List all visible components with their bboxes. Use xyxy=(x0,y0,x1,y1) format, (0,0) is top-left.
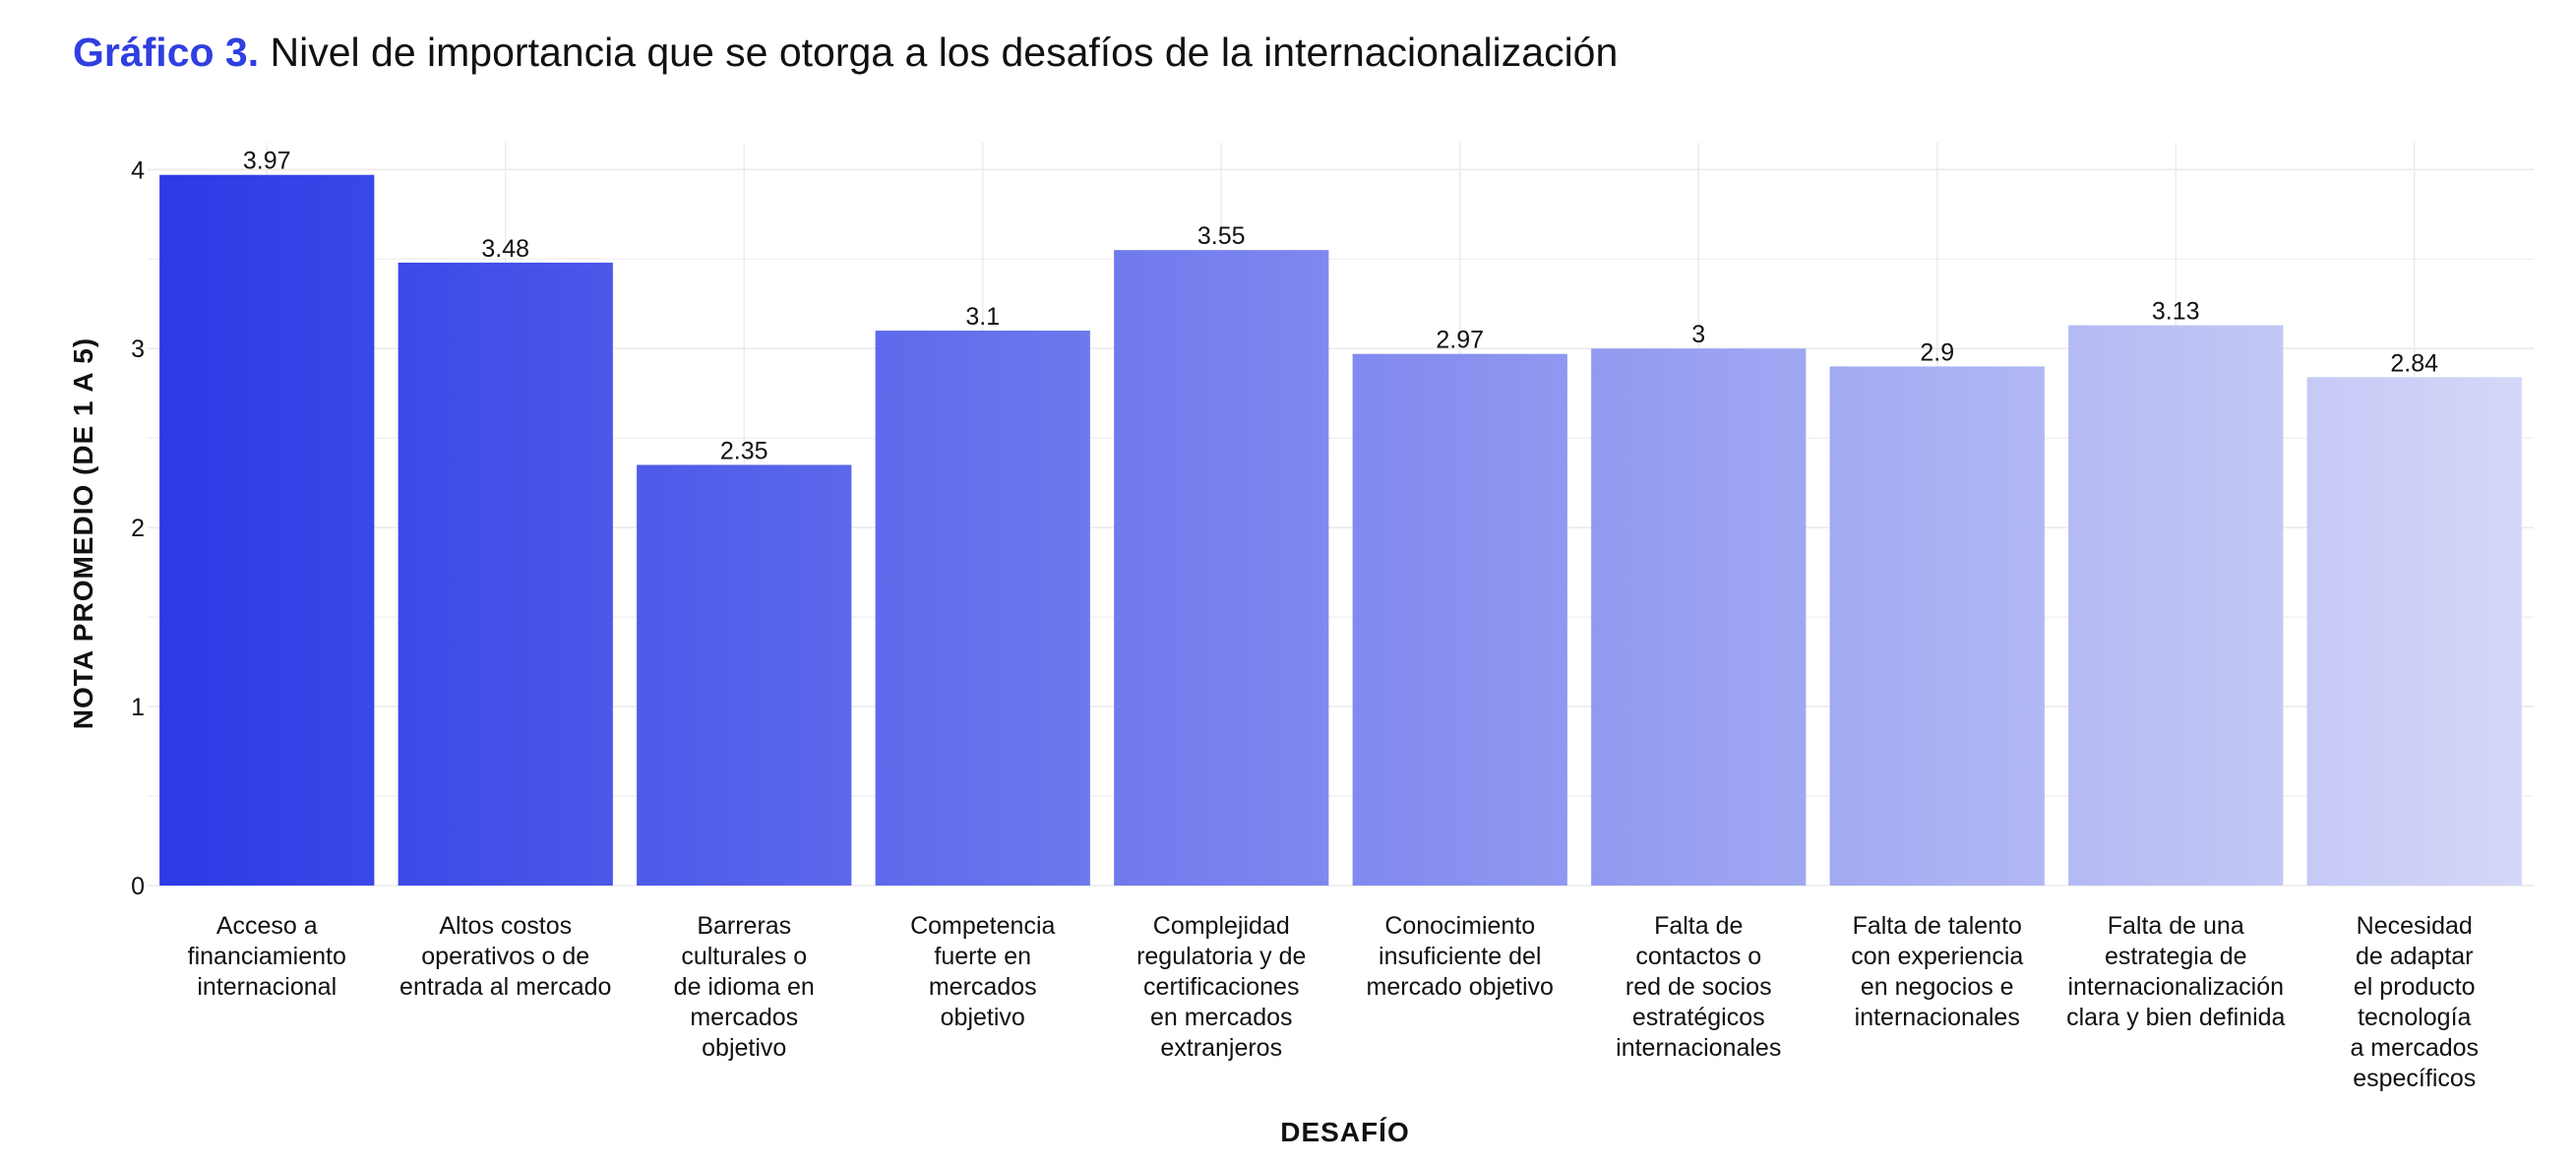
x-tick-label: Falta de contactos o red de socios estratég… xyxy=(1616,912,1781,1062)
bar xyxy=(637,464,852,886)
x-tick-label: Acceso a financiamiento internacional xyxy=(188,912,346,1001)
x-tick-label: Complejidad regulatoria y de certificacion… xyxy=(1136,912,1306,1062)
bar xyxy=(1114,250,1329,887)
y-tick-label: 3 xyxy=(131,336,145,363)
x-axis-title: DESAFÍO xyxy=(1280,1117,1409,1147)
bar-value-label: 3.55 xyxy=(1197,222,1246,250)
bar-value-label: 3.48 xyxy=(481,235,529,263)
bar xyxy=(1591,348,1807,886)
y-tick-label: 1 xyxy=(131,694,145,721)
x-tick-label: Necesidad de adaptar el producto tecnología… xyxy=(2350,912,2479,1092)
bar-value-label: 3.1 xyxy=(965,303,1000,331)
bar xyxy=(1352,353,1567,887)
chart-title: Gráfico 3. Nivel de importancia que se o… xyxy=(73,30,1618,76)
bar-value-label: 3.13 xyxy=(2152,298,2200,326)
y-tick-label: 4 xyxy=(131,156,145,184)
bar xyxy=(2068,325,2284,886)
bar xyxy=(875,331,1090,886)
y-tick-label: 2 xyxy=(131,515,145,542)
bar-value-label: 2.9 xyxy=(1920,338,1954,366)
x-tick-label: Conocimiento insuficiente del mercado obje… xyxy=(1367,912,1554,1001)
x-tick-label: Falta de talento con experiencia en negoci… xyxy=(1851,912,2023,1031)
bar xyxy=(159,174,375,886)
x-tick-label: Falta de una estrategia de internacionaliz… xyxy=(2066,912,2285,1031)
y-axis-title: NOTA PROMEDIO (DE 1 A 5) xyxy=(68,337,98,729)
bar-value-label: 2.35 xyxy=(720,437,768,464)
x-tick-label: Competencia fuerte en mercados objetivo xyxy=(910,912,1055,1031)
bar-value-label: 3 xyxy=(1691,321,1705,348)
chart-title-text: Nivel de importancia que se otorga a los… xyxy=(270,30,1619,75)
bar xyxy=(1829,366,2045,886)
bar-value-label: 2.97 xyxy=(1436,327,1484,354)
bar-value-label: 3.97 xyxy=(243,148,291,175)
bar xyxy=(2306,377,2522,886)
labels: 0 1 2 3 4 3.97 Acceso a financiamiento internaci… xyxy=(131,148,2479,1092)
bars xyxy=(159,174,2522,887)
x-tick-label: Altos costos operativos o de entrada al me… xyxy=(399,912,611,1001)
y-tick-label: 0 xyxy=(131,873,145,900)
x-tick-label: Barreras culturales o de idioma en mercados… xyxy=(674,912,815,1062)
bar-value-label: 2.84 xyxy=(2390,349,2438,377)
chart-title-lead: Gráfico 3. xyxy=(73,30,260,75)
bar xyxy=(398,262,613,886)
